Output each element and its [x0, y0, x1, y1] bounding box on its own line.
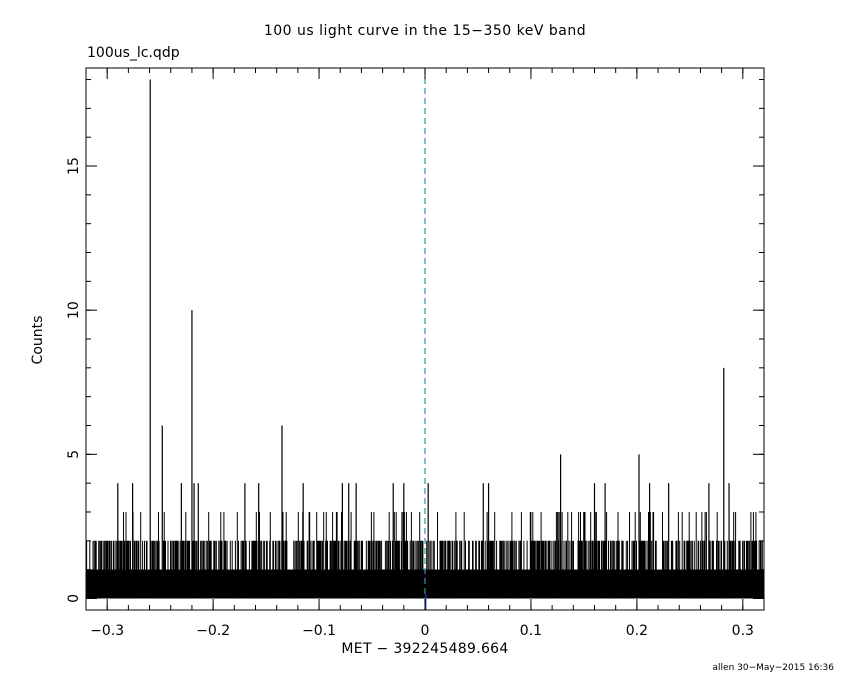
- ticks-layer: −0.3 −0.2 −0.1 0 0.1 0.2 0.3 0 5 10 15: [66, 68, 765, 639]
- y-tick-label: 0: [66, 594, 82, 603]
- x-axis-label: MET − 392245489.664: [341, 641, 509, 657]
- y-tick-label: 15: [66, 157, 82, 175]
- footer-stamp: allen 30−May−2015 16:36: [712, 663, 834, 673]
- reference-lines-layer: [424, 68, 427, 610]
- x-tick-label: −0.2: [196, 623, 230, 639]
- chart-title: 100 us light curve in the 15−350 keV ban…: [263, 23, 587, 39]
- x-tick-label: −0.3: [90, 623, 124, 639]
- y-tick-label: 5: [66, 450, 82, 459]
- x-tick-label: −0.1: [302, 623, 336, 639]
- x-tick-label: 0: [421, 623, 430, 639]
- file-label: 100us_lc.qdp: [87, 45, 180, 61]
- plot-frame: [85, 67, 765, 611]
- x-tick-label: 0.2: [626, 623, 648, 639]
- x-tick-label: 0.1: [520, 623, 542, 639]
- x-tick-label: 0.3: [732, 623, 754, 639]
- y-tick-label: 10: [66, 301, 82, 319]
- bars-layer: [85, 79, 765, 599]
